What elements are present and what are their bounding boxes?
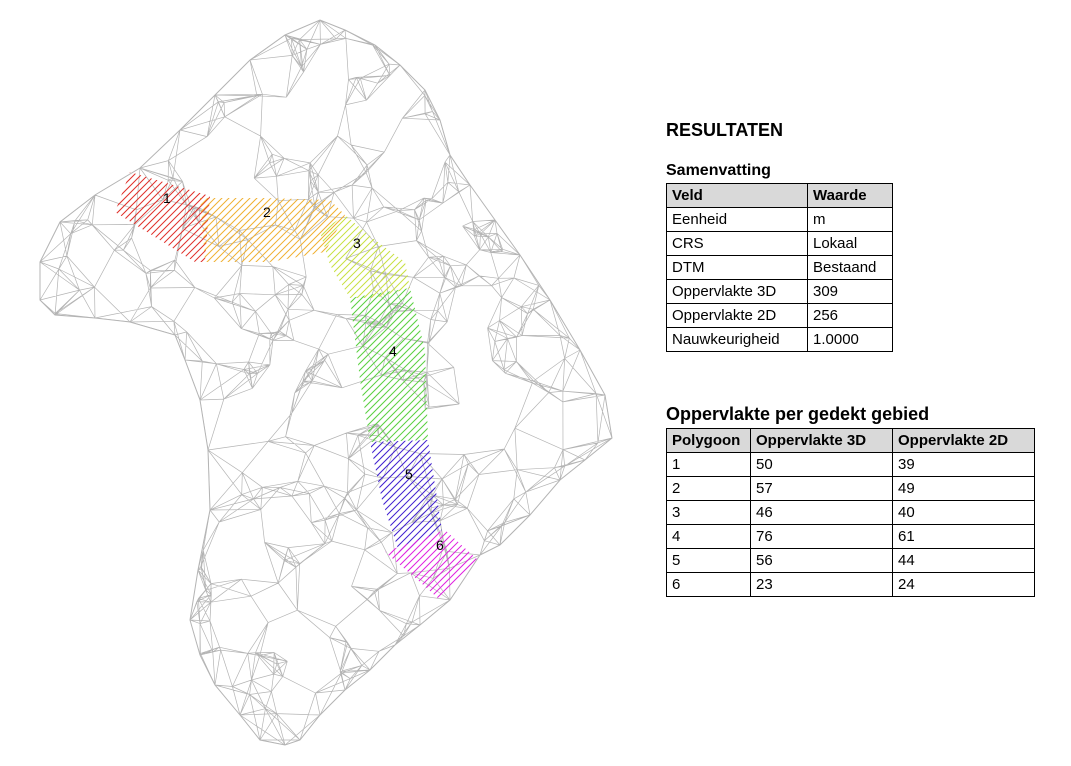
polygon-id: 1 xyxy=(666,452,751,477)
table-row: Oppervlakte 3D 309 xyxy=(666,279,893,304)
field-name: Nauwkeurigheid xyxy=(666,327,808,352)
col-header-oppervlakte-3d: Oppervlakte 3D xyxy=(750,428,893,453)
field-value: Bestaand xyxy=(807,255,893,280)
area-3d: 57 xyxy=(750,476,893,501)
covered-area-1 xyxy=(115,172,210,262)
areas-heading: Oppervlakte per gedekt gebied xyxy=(666,404,930,424)
area-3d: 23 xyxy=(750,572,893,597)
field-value: 1.0000 xyxy=(807,327,893,352)
summary-table: Veld Waarde Eenheid m CRS Lokaal DTM Bes… xyxy=(666,183,893,352)
field-name: CRS xyxy=(666,231,808,256)
areas-header-row: Polygoon Oppervlakte 3D Oppervlakte 2D xyxy=(666,428,1035,453)
field-name: Eenheid xyxy=(666,207,808,232)
polygon-labels: 1 2 3 4 5 6 xyxy=(163,190,444,553)
col-header-veld: Veld xyxy=(666,183,808,208)
area-3d: 76 xyxy=(750,524,893,549)
area-2d: 49 xyxy=(892,476,1035,501)
table-row: CRS Lokaal xyxy=(666,231,893,256)
polygon-label: 3 xyxy=(353,235,361,251)
triangulation-lines xyxy=(40,20,612,745)
terrain-boundary xyxy=(39,19,613,746)
col-header-waarde: Waarde xyxy=(807,183,893,208)
field-name: DTM xyxy=(666,255,808,280)
covered-area-6 xyxy=(385,530,478,600)
area-3d: 56 xyxy=(750,548,893,573)
covered-area-4 xyxy=(350,288,428,442)
table-row: 3 46 40 xyxy=(666,500,1035,525)
covered-area-5 xyxy=(370,440,442,555)
summary-heading: Samenvatting xyxy=(666,162,771,179)
field-value: m xyxy=(807,207,893,232)
col-header-oppervlakte-2d: Oppervlakte 2D xyxy=(892,428,1035,453)
table-row: Oppervlakte 2D 256 xyxy=(666,303,893,328)
field-value: 309 xyxy=(807,279,893,304)
area-2d: 40 xyxy=(892,500,1035,525)
results-title: RESULTATEN xyxy=(666,120,783,140)
table-row: 6 23 24 xyxy=(666,572,1035,597)
polygon-label: 4 xyxy=(389,343,397,359)
results-panel: RESULTATEN Samenvatting Veld Waarde Eenh… xyxy=(666,118,1046,597)
table-row: 5 56 44 xyxy=(666,548,1035,573)
polygon-id: 6 xyxy=(666,572,751,597)
field-value: Lokaal xyxy=(807,231,893,256)
polygon-id: 3 xyxy=(666,500,751,525)
area-3d: 50 xyxy=(750,452,893,477)
polygon-label: 6 xyxy=(436,537,444,553)
tin-mesh-map: 1 2 3 4 5 6 xyxy=(39,19,613,746)
col-header-polygoon: Polygoon xyxy=(666,428,751,453)
table-row: DTM Bestaand xyxy=(666,255,893,280)
table-row: 2 57 49 xyxy=(666,476,1035,501)
area-3d: 46 xyxy=(750,500,893,525)
polygon-id: 5 xyxy=(666,548,751,573)
area-2d: 24 xyxy=(892,572,1035,597)
table-row: Eenheid m xyxy=(666,207,893,232)
field-name: Oppervlakte 2D xyxy=(666,303,808,328)
table-row: 4 76 61 xyxy=(666,524,1035,549)
table-row: 1 50 39 xyxy=(666,452,1035,477)
field-name: Oppervlakte 3D xyxy=(666,279,808,304)
polygon-label: 2 xyxy=(263,204,271,220)
area-2d: 44 xyxy=(892,548,1035,573)
area-2d: 61 xyxy=(892,524,1035,549)
polygon-id: 4 xyxy=(666,524,751,549)
polygon-id: 2 xyxy=(666,476,751,501)
mesh-canvas: 1 2 3 4 5 6 xyxy=(39,19,613,746)
polygon-label: 5 xyxy=(405,466,413,482)
area-2d: 39 xyxy=(892,452,1035,477)
mesh-edges xyxy=(40,20,612,745)
areas-table: Polygoon Oppervlakte 3D Oppervlakte 2D 1… xyxy=(666,428,1035,597)
summary-header-row: Veld Waarde xyxy=(666,183,893,208)
table-row: Nauwkeurigheid 1.0000 xyxy=(666,327,893,352)
field-value: 256 xyxy=(807,303,893,328)
polygon-label: 1 xyxy=(163,190,171,206)
